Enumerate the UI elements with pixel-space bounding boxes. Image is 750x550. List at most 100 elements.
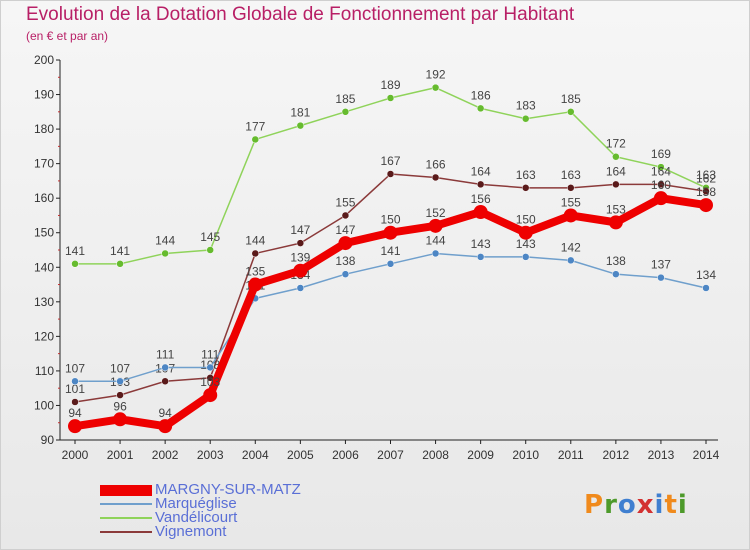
logo-letter: o <box>617 490 637 520</box>
y-tick-label: 110 <box>35 364 54 378</box>
data-point <box>521 253 530 261</box>
legend-swatch <box>100 503 152 505</box>
data-point <box>206 246 214 254</box>
data-label: 103 <box>200 375 220 389</box>
data-label: 145 <box>200 230 220 244</box>
data-label: 155 <box>561 195 581 209</box>
data-label: 177 <box>245 119 265 133</box>
data-point <box>341 108 350 116</box>
data-point <box>71 260 79 268</box>
x-tick-label: 2008 <box>422 448 449 462</box>
x-tick-label: 2013 <box>648 448 675 462</box>
data-label: 169 <box>651 147 671 161</box>
data-label: 144 <box>245 233 265 247</box>
x-tick-label: 2014 <box>693 448 720 462</box>
y-tick-label: 120 <box>34 329 54 343</box>
data-point <box>296 284 305 292</box>
data-label: 147 <box>335 223 355 237</box>
x-tick-label: 2012 <box>603 448 630 462</box>
data-point <box>428 218 443 233</box>
data-point <box>431 173 440 182</box>
data-point <box>476 180 485 189</box>
data-label: 111 <box>201 347 220 361</box>
data-point <box>699 198 713 213</box>
logo-letter: x <box>636 490 655 520</box>
data-label: 94 <box>68 406 82 420</box>
data-point <box>206 363 214 372</box>
y-tick-label: 160 <box>34 191 54 205</box>
data-point <box>71 377 79 386</box>
data-point <box>251 249 260 258</box>
data-label: 107 <box>65 361 85 375</box>
data-point <box>567 108 575 116</box>
data-point <box>473 205 488 219</box>
data-point <box>296 239 305 247</box>
data-point <box>612 270 620 278</box>
data-point <box>386 94 395 102</box>
data-label: 150 <box>380 213 400 227</box>
data-label: 138 <box>335 254 355 268</box>
x-tick-label: 2006 <box>332 448 359 462</box>
data-label: 155 <box>335 195 355 209</box>
data-point <box>113 412 128 427</box>
data-point <box>657 180 665 189</box>
data-label: 139 <box>290 251 310 265</box>
data-label: 141 <box>380 244 400 258</box>
data-label: 183 <box>516 99 536 113</box>
data-point <box>293 263 308 278</box>
data-point <box>116 377 124 386</box>
y-tick-label: 180 <box>34 122 54 136</box>
data-point <box>386 260 395 268</box>
x-tick-label: 2004 <box>242 448 269 462</box>
data-point <box>567 256 575 265</box>
y-tick-label: 170 <box>34 157 54 171</box>
data-label: 158 <box>696 185 716 199</box>
legend-label: MARGNY-SUR-MATZ <box>155 481 301 498</box>
x-tick-label: 2002 <box>152 448 179 462</box>
data-point <box>702 284 710 292</box>
data-label: 94 <box>158 406 172 420</box>
data-point <box>612 152 620 161</box>
data-label: 164 <box>606 164 626 178</box>
data-label: 135 <box>245 265 265 279</box>
legend-swatch <box>100 531 152 533</box>
data-point <box>158 419 173 434</box>
data-point <box>161 249 169 258</box>
data-point <box>116 260 124 268</box>
data-point <box>71 398 79 406</box>
data-point <box>341 270 350 278</box>
data-point <box>68 419 82 434</box>
data-label: 143 <box>471 237 491 251</box>
y-tick-label: 190 <box>34 88 54 102</box>
logo-letter: P <box>584 490 605 520</box>
y-tick-label: 150 <box>34 226 54 240</box>
data-label: 186 <box>471 88 491 102</box>
x-tick-label: 2000 <box>62 448 89 462</box>
data-label: 134 <box>696 268 716 282</box>
data-label: 107 <box>110 361 130 375</box>
x-tick-label: 2010 <box>512 448 539 462</box>
data-point <box>386 170 395 178</box>
data-point <box>248 277 263 292</box>
data-label: 163 <box>696 168 716 182</box>
data-point <box>203 388 218 403</box>
data-point <box>702 187 710 196</box>
data-point <box>251 135 260 144</box>
logo-letter: i <box>677 490 688 520</box>
data-label: 143 <box>516 237 536 251</box>
data-label: 185 <box>561 92 581 106</box>
data-label: 150 <box>516 213 536 227</box>
logo-letter: t <box>664 490 678 520</box>
data-point <box>521 114 530 123</box>
data-label: 144 <box>155 233 175 247</box>
data-label: 164 <box>651 164 671 178</box>
data-point <box>653 191 668 206</box>
data-point <box>161 377 169 386</box>
data-label: 160 <box>651 178 671 192</box>
data-label: 163 <box>516 168 536 182</box>
logo-letter: i <box>654 490 665 520</box>
data-label: 189 <box>380 78 400 92</box>
data-label: 172 <box>606 137 626 151</box>
data-label: 141 <box>110 244 130 258</box>
